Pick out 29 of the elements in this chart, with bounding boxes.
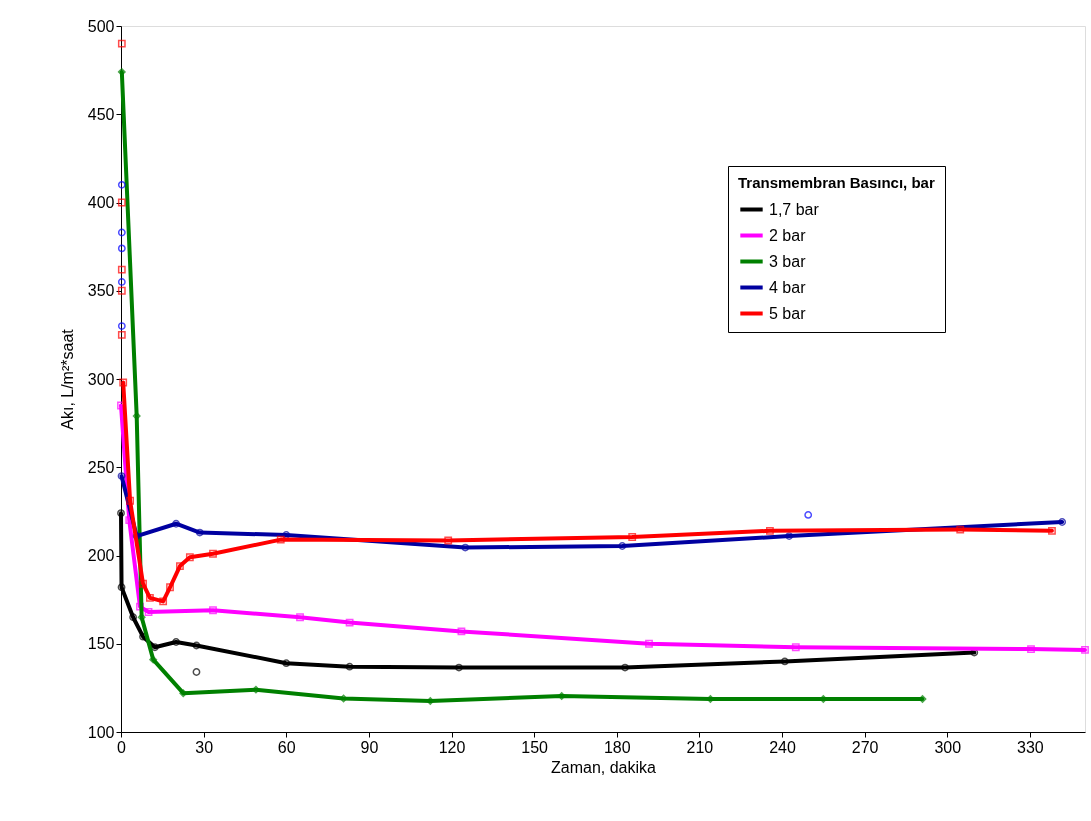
legend-label: 1,7 bar xyxy=(769,200,820,218)
y-tick-label: 500 xyxy=(87,17,115,35)
x-tick-label: 270 xyxy=(851,738,879,756)
y-tick-label: 400 xyxy=(87,194,115,211)
y-tick-label: 250 xyxy=(87,458,115,476)
y-tick-label: 350 xyxy=(87,282,115,300)
x-tick-label: 210 xyxy=(686,738,714,756)
legend-title: Transmembran Basıncı, bar xyxy=(738,174,935,191)
x-tick-label: 180 xyxy=(603,738,631,756)
x-tick-label: 120 xyxy=(438,738,466,756)
y-axis-title: Akı, L/m²*saat xyxy=(58,328,76,430)
x-tick-label: 60 xyxy=(277,738,296,756)
y-tick-label: 450 xyxy=(87,105,115,123)
y-tick-label: 100 xyxy=(87,723,115,741)
x-tick-label: 330 xyxy=(1017,738,1044,756)
x-tick-label: 300 xyxy=(934,738,962,756)
legend-label: 3 bar xyxy=(769,252,807,270)
y-tick-label: 300 xyxy=(87,370,115,388)
y-tick-label: 200 xyxy=(87,547,115,564)
x-tick-label: 150 xyxy=(521,738,549,756)
y-tick-label: 150 xyxy=(87,635,115,653)
x-tick-label: 90 xyxy=(360,738,379,756)
legend-label: 5 bar xyxy=(769,304,807,322)
legend-label: 2 bar xyxy=(769,226,807,244)
x-tick-label: 240 xyxy=(769,738,796,756)
x-tick-label: 30 xyxy=(195,738,214,756)
legend-label: 4 bar xyxy=(769,278,807,296)
x-axis-title: Zaman, dakika xyxy=(551,758,657,776)
x-tick-label: 0 xyxy=(117,738,127,756)
